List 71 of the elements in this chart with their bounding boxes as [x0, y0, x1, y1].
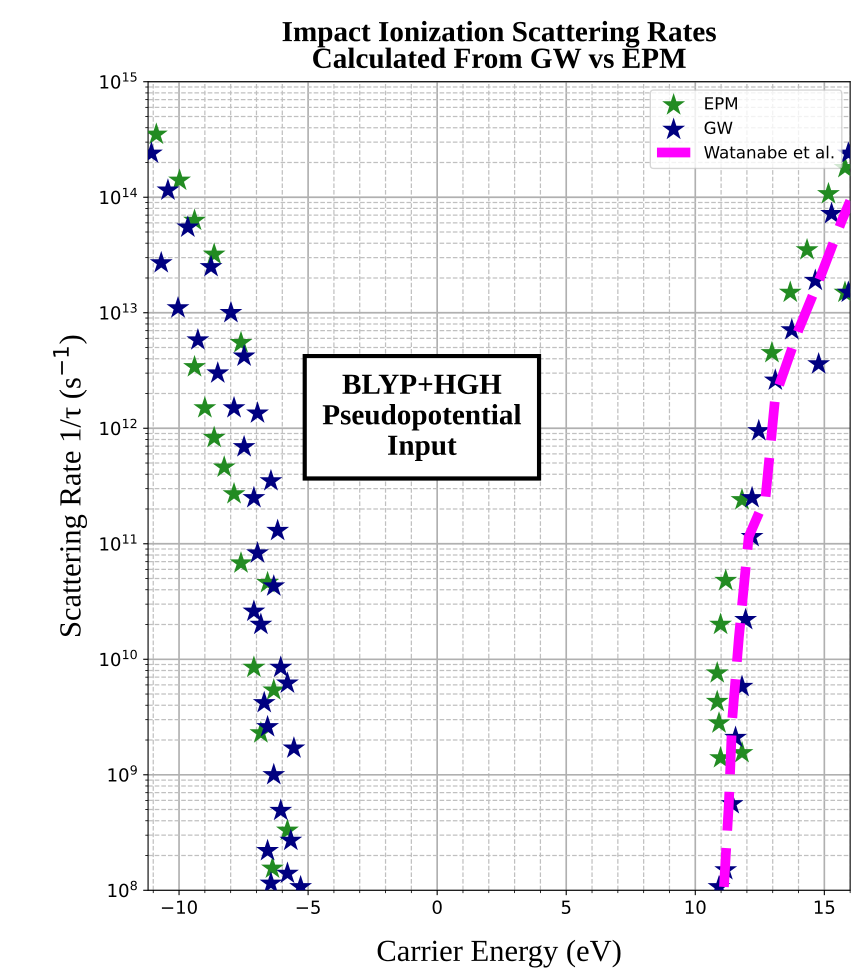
point — [242, 655, 266, 678]
point — [262, 574, 286, 596]
point — [246, 401, 269, 423]
point — [230, 551, 252, 573]
y-tick-label: 10$^{14}$ — [100, 188, 137, 204]
point — [202, 242, 226, 264]
y-tick-label: 10$^{8}$ — [108, 880, 137, 898]
point — [817, 182, 840, 204]
point — [778, 280, 802, 302]
point — [256, 838, 280, 860]
x-tick-label: −10 — [162, 900, 197, 914]
point — [706, 661, 729, 683]
point — [269, 655, 292, 678]
point — [168, 168, 192, 190]
point — [256, 714, 280, 737]
legend-label: EPM — [705, 97, 737, 110]
point — [252, 690, 276, 713]
point — [266, 518, 290, 540]
x-tick-label: 15 — [814, 900, 834, 914]
point — [206, 361, 230, 383]
y-tick-label: 10$^{10}$ — [100, 650, 137, 666]
point — [261, 856, 284, 878]
y-tick-label: 10$^{13}$ — [100, 303, 137, 320]
point — [276, 671, 299, 693]
point — [279, 828, 302, 850]
point — [796, 238, 818, 260]
y-tick-label: 10$^{9}$ — [108, 765, 137, 782]
point — [760, 340, 784, 363]
point — [260, 468, 282, 491]
y-tick-label: 10$^{15}$ — [100, 72, 137, 89]
x-axis-title: Carrier Energy (eV) — [378, 940, 621, 968]
y-tick-label: 10$^{11}$ — [100, 534, 137, 551]
point — [200, 254, 222, 277]
point — [166, 296, 190, 318]
point — [249, 612, 272, 634]
point — [807, 352, 830, 374]
point — [282, 736, 306, 758]
chart-title: Impact Ionization Scattering Rates Calculated From GW vs EPM — [282, 20, 716, 68]
point — [212, 455, 236, 477]
x-tick-label: 5 — [562, 900, 570, 914]
point — [232, 434, 256, 457]
point — [708, 711, 730, 733]
point — [186, 328, 210, 350]
point — [176, 215, 200, 237]
point — [276, 861, 299, 884]
point — [262, 762, 286, 785]
point — [150, 250, 173, 273]
point — [156, 178, 180, 200]
point — [232, 344, 256, 366]
legend-label: GW — [704, 121, 732, 134]
annotation: BLYP+HGH Pseudopotential Input — [322, 374, 522, 462]
point — [269, 798, 292, 820]
point — [709, 612, 732, 634]
y-tick-label: 10$^{12}$ — [100, 418, 136, 436]
point — [222, 482, 246, 504]
point — [230, 330, 252, 352]
point — [219, 300, 242, 322]
point — [183, 354, 206, 377]
point — [202, 426, 226, 448]
point — [706, 690, 729, 712]
point — [246, 541, 269, 563]
x-tick-label: −5 — [296, 900, 320, 914]
legend-label: Watanabe et al. — [704, 146, 834, 159]
x-tick-label: 10 — [686, 900, 706, 914]
point — [242, 599, 266, 622]
y-axis-title: Scattering Rate 1/τ (s$^{−1}$) — [53, 336, 87, 636]
point — [242, 486, 266, 508]
point — [193, 396, 216, 418]
x-tick-label: 0 — [432, 900, 442, 914]
point — [714, 568, 738, 590]
point — [222, 396, 246, 418]
